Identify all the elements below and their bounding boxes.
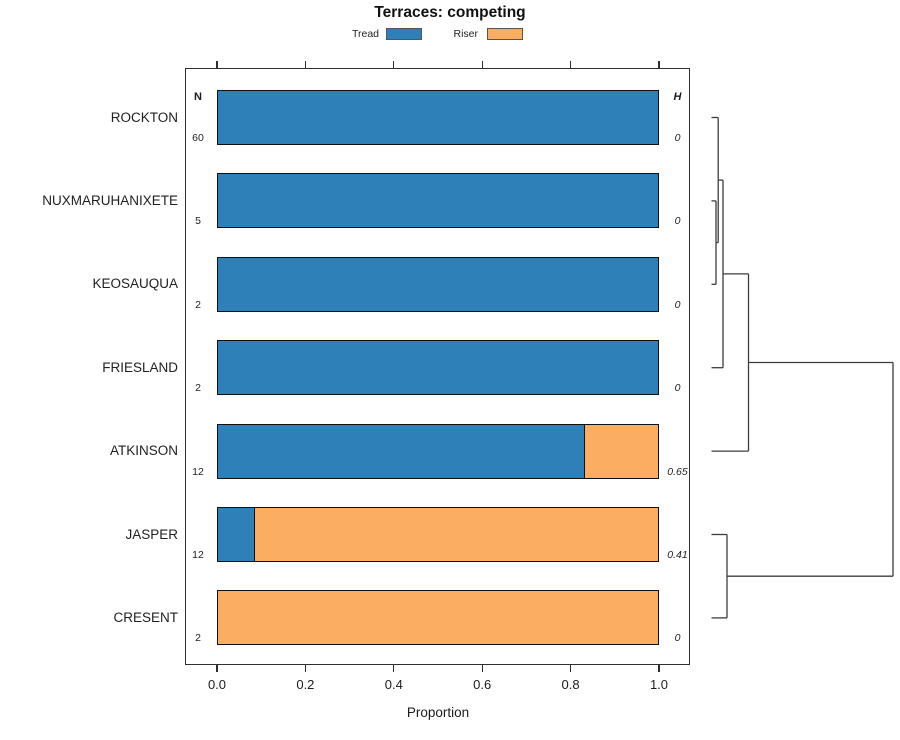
n-value: 2 bbox=[195, 632, 201, 645]
h-value: 0 bbox=[674, 215, 681, 228]
stacked-bar-keosauqua bbox=[217, 256, 659, 312]
x-axis-tick-top bbox=[393, 60, 395, 68]
x-axis-tick-top bbox=[481, 60, 483, 68]
x-tick-label: 0.0 bbox=[207, 677, 227, 692]
stacked-bar-atkinson bbox=[217, 423, 659, 479]
n-value: 2 bbox=[195, 382, 201, 395]
row-label: NUXMARUHANIXETE bbox=[42, 192, 178, 208]
x-axis-tick-bottom bbox=[393, 665, 395, 672]
x-tick-label: 0.4 bbox=[384, 677, 403, 692]
n-value: 5 bbox=[195, 215, 201, 228]
x-axis-tick-top bbox=[216, 60, 218, 68]
x-tick-label: 0.6 bbox=[473, 677, 492, 692]
stacked-bar-jasper bbox=[217, 507, 659, 562]
n-value: 12 bbox=[192, 549, 204, 561]
x-tick-label: 0.2 bbox=[296, 677, 315, 692]
h-value: 0 bbox=[674, 632, 681, 645]
row-label: JASPER bbox=[125, 526, 178, 542]
x-axis-title: Proportion bbox=[406, 705, 470, 720]
stacked-bar-nuxmaruhanixete bbox=[217, 173, 659, 229]
h-value: 0 bbox=[674, 298, 681, 311]
x-tick-label: 1.0 bbox=[649, 677, 669, 692]
x-axis-tick-bottom bbox=[658, 665, 660, 672]
stacked-bar-rockton bbox=[217, 90, 659, 145]
legend-label-tread: Tread bbox=[351, 28, 379, 40]
legend-label-riser: Riser bbox=[453, 28, 478, 40]
row-label: KEOSAUQUA bbox=[92, 276, 178, 292]
h-value: 0.41 bbox=[667, 549, 688, 561]
chart-title: Terraces: competing bbox=[374, 4, 526, 21]
n-value: 12 bbox=[192, 465, 204, 478]
row-label: CRESENT bbox=[113, 609, 178, 625]
stacked-bar-cresent bbox=[217, 590, 659, 646]
bar-segment-tread bbox=[218, 508, 255, 561]
n-value: 2 bbox=[195, 298, 201, 311]
h-column-header: H bbox=[673, 91, 682, 103]
h-value: 0.65 bbox=[667, 465, 688, 478]
n-value: 60 bbox=[192, 132, 204, 144]
x-axis-tick-top bbox=[569, 60, 572, 68]
legend-swatch-tread bbox=[386, 28, 422, 40]
x-axis-tick-bottom bbox=[216, 665, 218, 672]
n-column-header: N bbox=[194, 91, 202, 103]
x-axis-tick-top bbox=[304, 60, 307, 68]
stacked-bar-friesland bbox=[217, 340, 659, 396]
h-value: 0 bbox=[674, 382, 681, 395]
dendrogram bbox=[711, 116, 894, 619]
legend-swatch-riser bbox=[487, 28, 523, 40]
row-label: ATKINSON bbox=[109, 443, 178, 459]
x-axis-tick-bottom bbox=[569, 665, 572, 672]
row-label: FRIESLAND bbox=[102, 359, 178, 375]
x-axis-tick-top bbox=[658, 60, 660, 68]
h-value: 0 bbox=[674, 132, 681, 144]
row-label: ROCKTON bbox=[110, 109, 178, 125]
bar-segment-tread bbox=[218, 424, 585, 478]
x-axis-tick-bottom bbox=[481, 665, 483, 672]
x-tick-label: 0.8 bbox=[561, 677, 580, 692]
x-axis-tick-bottom bbox=[304, 665, 307, 672]
